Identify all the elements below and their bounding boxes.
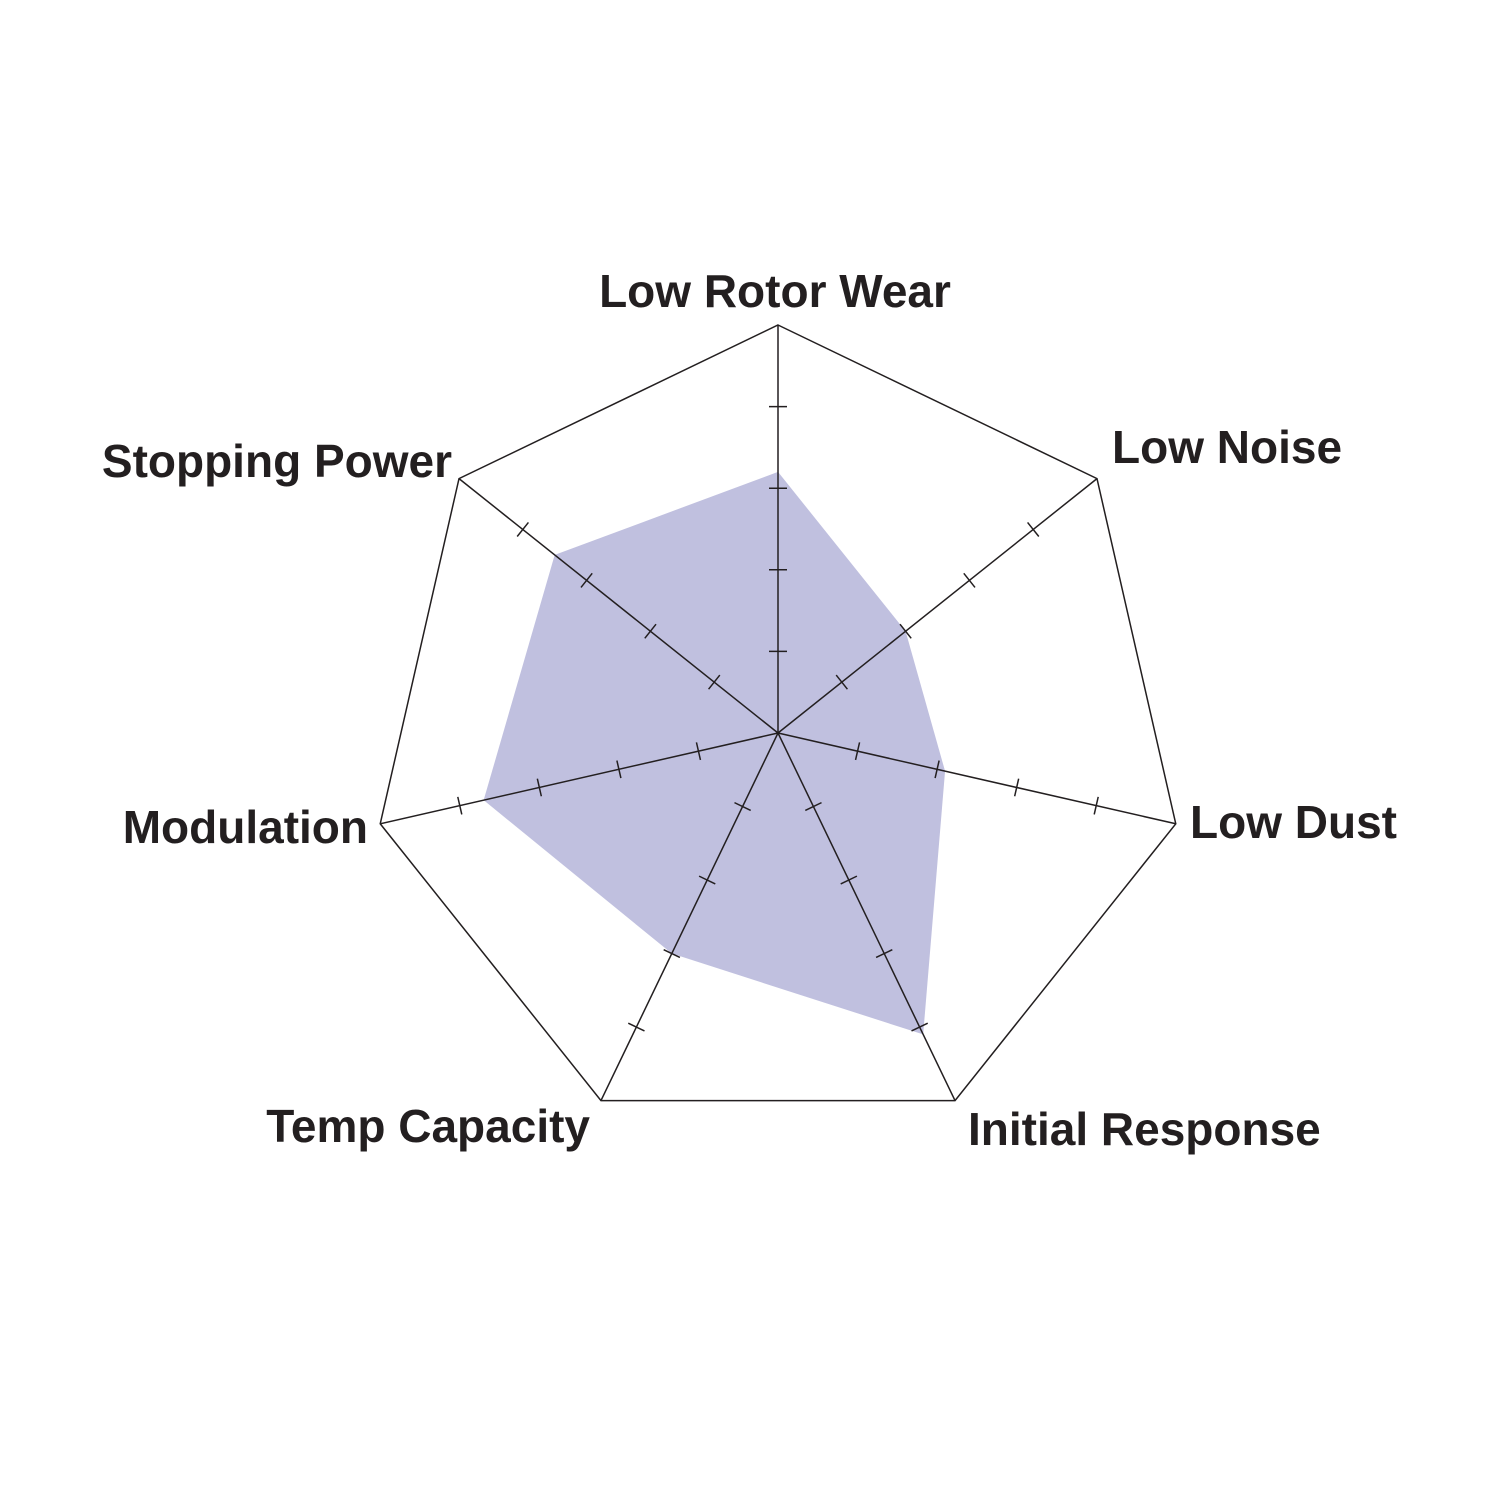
axis-label: Temp Capacity xyxy=(266,1100,590,1152)
axis-tick xyxy=(698,875,716,885)
axis-tick xyxy=(616,760,622,779)
axis-tick xyxy=(627,1022,645,1032)
axis-label: Low Noise xyxy=(1112,421,1342,473)
axis-tick xyxy=(695,742,702,761)
axis-tick xyxy=(1013,778,1020,797)
axis-tick xyxy=(875,948,893,959)
axis-tick xyxy=(663,948,681,959)
axis-spoke xyxy=(777,732,956,1101)
axis-tick xyxy=(911,1022,929,1032)
axis-spoke xyxy=(777,732,1176,825)
axis-tick xyxy=(516,521,530,537)
axis-label: Low Rotor Wear xyxy=(599,265,951,317)
axis-tick xyxy=(934,760,940,779)
axis-spoke xyxy=(380,732,779,825)
axis-tick xyxy=(580,572,593,588)
axis-tick xyxy=(804,801,822,812)
axis-label: Low Dust xyxy=(1190,796,1397,848)
axis-label: Initial Response xyxy=(968,1103,1321,1155)
axis-tick xyxy=(457,796,463,815)
axis-tick xyxy=(536,778,543,797)
axis-tick xyxy=(708,674,721,690)
outer-frame xyxy=(379,324,1177,1102)
axis-spoke xyxy=(458,478,779,734)
axis-tick xyxy=(963,572,976,588)
axis-tick xyxy=(734,801,752,812)
axis-tick xyxy=(1026,521,1040,537)
axis-label: Modulation xyxy=(123,801,368,853)
axis-tick xyxy=(854,742,861,761)
axis-tick xyxy=(835,674,848,690)
axis-spoke xyxy=(777,478,1098,734)
data-area xyxy=(483,471,946,1035)
axis-tick xyxy=(840,875,858,885)
axis-tick xyxy=(644,623,657,639)
axis-tick xyxy=(899,623,912,639)
axis-tick xyxy=(1093,796,1099,815)
axis-label: Stopping Power xyxy=(102,435,452,487)
axis-spoke xyxy=(600,732,779,1101)
